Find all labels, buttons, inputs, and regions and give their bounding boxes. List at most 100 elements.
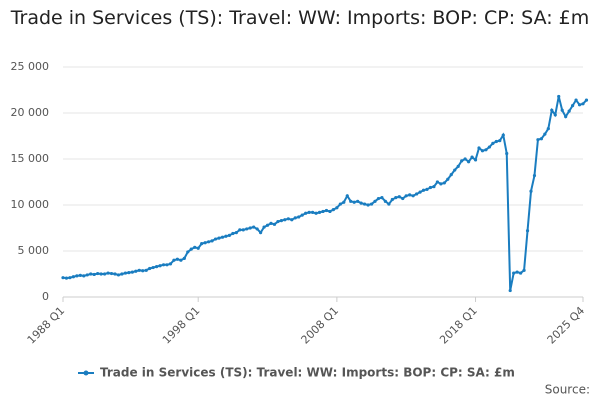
point [314, 211, 318, 215]
x-tick-label: 1988 Q1 [25, 304, 68, 347]
point [418, 190, 422, 194]
point [571, 104, 575, 108]
point [307, 210, 311, 214]
point [508, 288, 512, 293]
point [463, 157, 467, 161]
y-tick-label: 25 000 [11, 60, 50, 73]
point [113, 272, 117, 276]
y-tick-label: 0 [42, 290, 49, 303]
point [290, 218, 294, 222]
point [64, 276, 69, 280]
point [175, 257, 179, 261]
point [515, 270, 519, 274]
point [148, 266, 152, 271]
point [75, 274, 79, 278]
point [335, 206, 339, 210]
point [182, 256, 186, 260]
point [85, 273, 89, 277]
point [241, 228, 245, 232]
point [512, 271, 516, 275]
point [227, 233, 231, 237]
point [193, 245, 197, 249]
point [501, 133, 505, 137]
y-tick-label: 20 000 [11, 106, 50, 119]
point [421, 188, 426, 192]
point [248, 226, 252, 230]
x-tick-label: 2018 Q1 [437, 304, 480, 347]
point [123, 271, 127, 275]
point [255, 227, 259, 231]
point [300, 213, 304, 217]
point [359, 201, 363, 205]
point [491, 141, 495, 145]
point [200, 242, 204, 246]
point [276, 219, 280, 224]
point [428, 185, 433, 190]
point [328, 209, 332, 214]
point [78, 273, 82, 277]
point [442, 181, 446, 185]
point [279, 219, 283, 223]
point [61, 276, 65, 280]
source: Source: [545, 383, 590, 397]
point [203, 241, 207, 245]
point [127, 271, 131, 275]
point [484, 148, 488, 152]
point [543, 132, 547, 136]
point [470, 155, 474, 159]
point [373, 199, 377, 203]
x-tick-label: 2025 Q4 [545, 304, 588, 347]
x-tick-label: 2008 Q1 [299, 304, 342, 347]
point [158, 264, 162, 268]
point [415, 192, 419, 196]
point [245, 227, 249, 231]
point [207, 240, 211, 244]
point [71, 275, 75, 279]
point [352, 200, 356, 204]
point [401, 196, 405, 201]
point [376, 196, 381, 201]
point [342, 200, 346, 204]
point [577, 103, 582, 107]
point [387, 202, 391, 206]
point [324, 208, 329, 213]
point [553, 113, 557, 117]
point [283, 218, 287, 222]
point [529, 189, 533, 193]
point [141, 269, 145, 273]
point [224, 234, 228, 238]
point [494, 139, 498, 144]
point [366, 203, 370, 207]
point [432, 185, 436, 189]
point [96, 271, 100, 276]
point [338, 202, 342, 206]
point [473, 158, 478, 162]
point [536, 138, 540, 142]
point [99, 272, 103, 276]
point [317, 210, 322, 214]
point [567, 109, 571, 113]
point [106, 271, 110, 275]
point [272, 222, 277, 226]
point [349, 199, 353, 203]
y-tick-label: 15 000 [11, 152, 50, 165]
point [522, 268, 526, 272]
point [356, 199, 360, 203]
point [453, 168, 457, 172]
point [262, 225, 266, 229]
point [130, 270, 134, 274]
point [345, 194, 349, 198]
point [151, 265, 155, 270]
point [498, 139, 502, 143]
y-tick-label: 10 000 [11, 198, 50, 211]
point [390, 197, 394, 202]
point [311, 210, 315, 214]
x-tick-label: 1998 Q1 [160, 304, 203, 347]
point [331, 208, 335, 212]
point [161, 263, 166, 267]
point [539, 137, 544, 141]
point [189, 247, 193, 251]
point [477, 146, 481, 150]
